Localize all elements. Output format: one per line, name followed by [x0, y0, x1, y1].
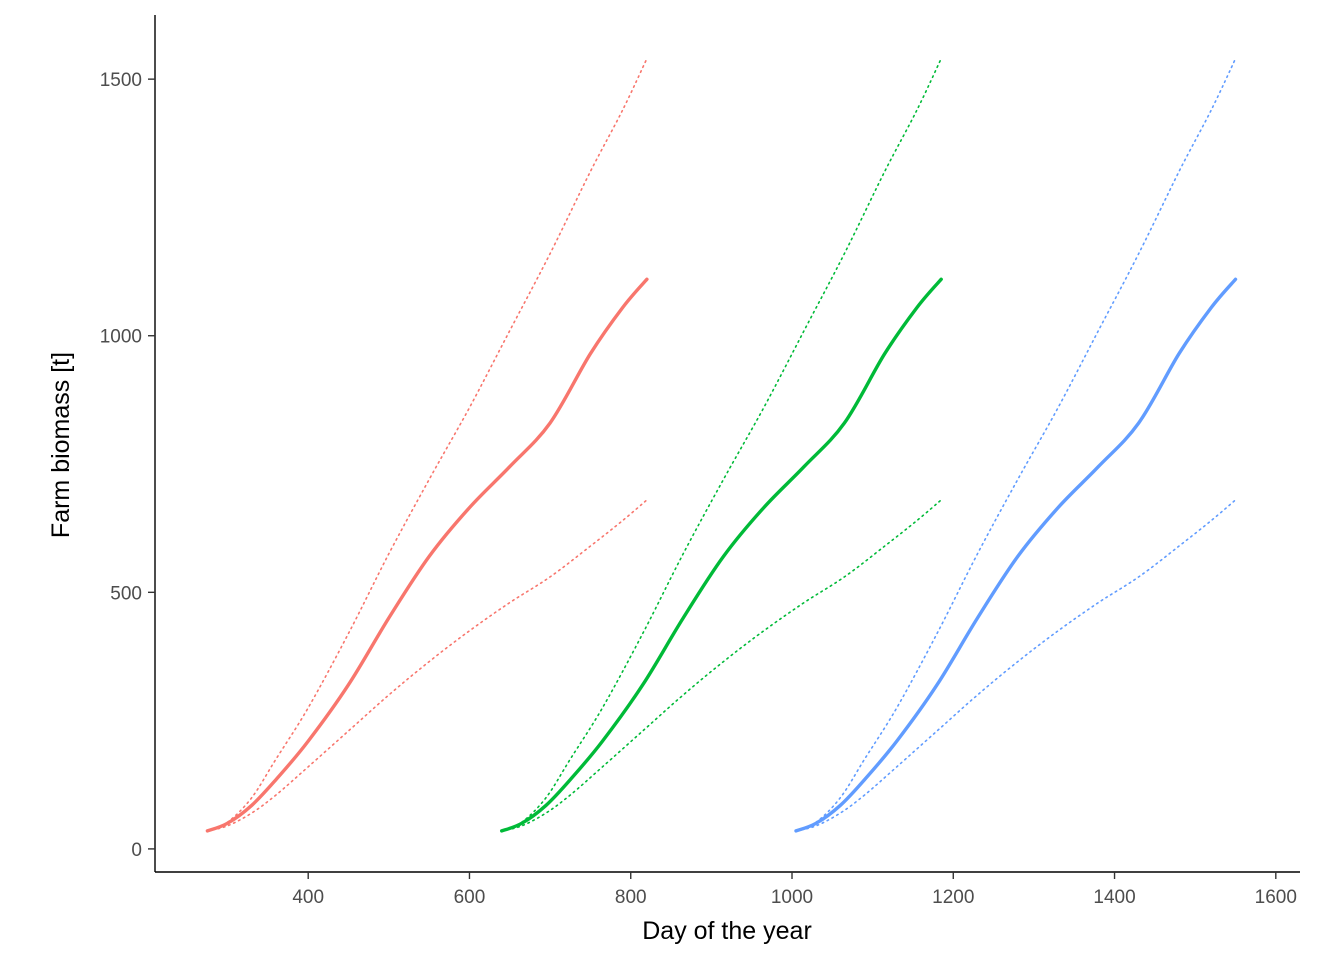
series-3-upper-line [795, 57, 1237, 832]
x-tick-label-1000: 1000 [771, 887, 813, 908]
ticks-layer: 400 600 800 1000 1200 1400 1600 0 500 1000 1500 [100, 70, 1297, 908]
series-2-upper-line [500, 57, 942, 832]
x-tick-label-1600: 1600 [1255, 887, 1297, 908]
y-axis-title: Farm biomass [t] [47, 352, 75, 538]
series-1-upper-line [206, 57, 648, 832]
series-3-median-line [794, 277, 1238, 833]
y-tick-label-1000: 1000 [100, 327, 142, 348]
x-tick-label-1400: 1400 [1093, 887, 1135, 908]
series-2-median-line [500, 277, 943, 833]
series-1-lower-line [206, 499, 648, 832]
series-1-median-line [205, 277, 649, 833]
x-tick-label-1200: 1200 [932, 887, 974, 908]
series-3-lower-line [795, 499, 1237, 832]
x-axis-title: Day of the year [642, 917, 812, 945]
x-tick-label-400: 400 [292, 887, 324, 908]
y-tick-label-500: 500 [110, 583, 142, 604]
y-tick-label-1500: 1500 [100, 70, 142, 91]
series-layer [205, 57, 1238, 833]
series-2-lower-line [500, 499, 942, 832]
x-tick-label-800: 800 [615, 887, 647, 908]
y-tick-label-0: 0 [131, 840, 142, 861]
x-tick-label-600: 600 [454, 887, 486, 908]
